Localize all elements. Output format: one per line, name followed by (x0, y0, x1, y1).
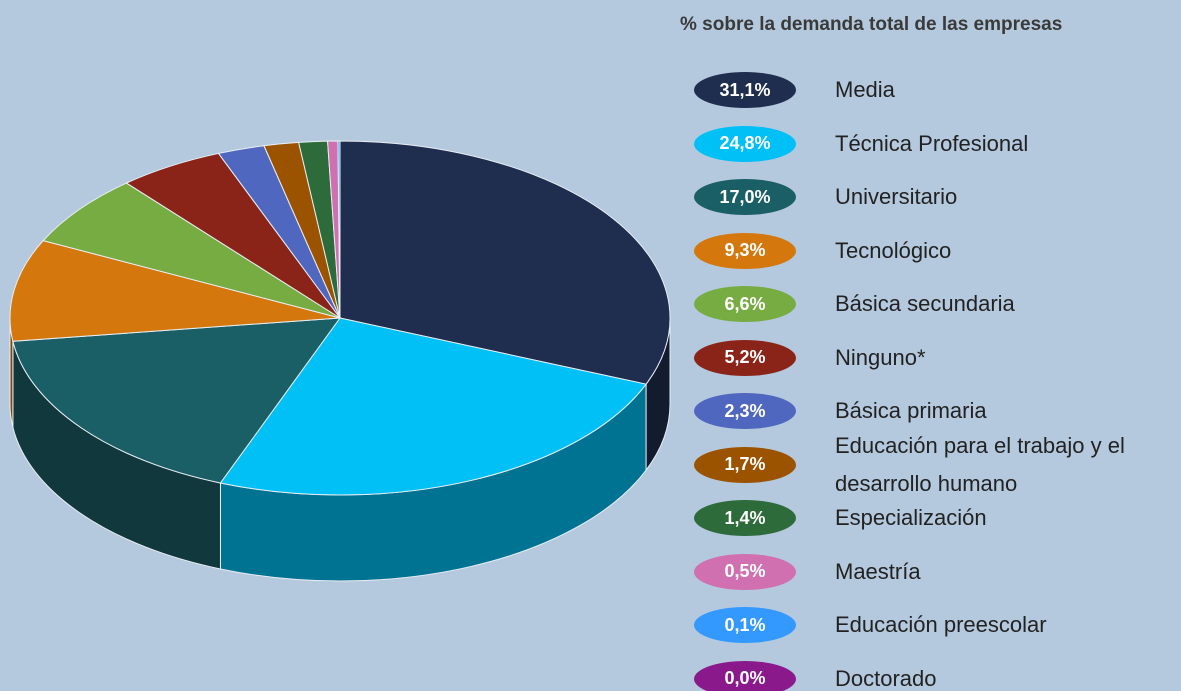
legend-label: Técnica Profesional (835, 130, 1029, 156)
legend-swatch: 0,5% (694, 553, 796, 590)
legend-label: Universitario (835, 184, 958, 209)
legend-swatch: 31,1% (694, 72, 796, 108)
legend-swatch: 0,0% (694, 660, 796, 691)
legend-swatch: 6,6% (694, 286, 796, 322)
slice (339, 140, 671, 385)
legend-label: Media (835, 77, 895, 102)
slice (219, 317, 647, 496)
legend-swatch: 2,3% (694, 393, 796, 429)
legend-label: Básica secundaria (835, 291, 1015, 316)
legend-label: Especialización (835, 505, 987, 530)
slice (9, 240, 341, 342)
chart-title: % sobre la demanda total de las empresas (680, 14, 1063, 35)
legend-label: Básica primaria (835, 398, 987, 423)
legend-label: Doctorado (835, 665, 937, 691)
legend-label: Educación para el trabajo y el desarroll… (835, 432, 1125, 496)
slice (42, 182, 341, 319)
legend-swatch: 9,3% (694, 232, 796, 269)
legend-label: Ninguno* (835, 344, 926, 370)
legend-label: Tecnológico (835, 237, 952, 263)
legend-swatch: 24,8% (694, 125, 796, 162)
legend-swatch: 1,7% (694, 446, 796, 483)
legend-label: Educación preescolar (835, 612, 1047, 637)
legend-label: Maestría (835, 558, 921, 584)
legend-swatch: 5,2% (694, 339, 796, 376)
legend-swatch: 0,1% (694, 607, 796, 643)
legend-swatch: 17,0% (694, 179, 796, 215)
slice (12, 317, 342, 484)
legend-swatch: 1,4% (694, 500, 796, 536)
